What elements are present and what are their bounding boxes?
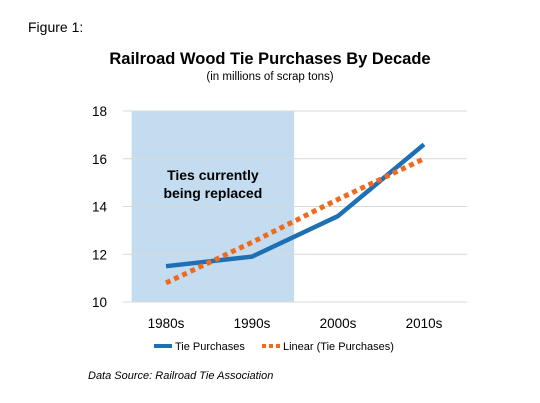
legend-label: Tie Purchases (175, 341, 245, 353)
series-line-linear-trend (164, 156, 426, 286)
x-tick-label: 1990s (234, 316, 271, 331)
chart-title: Railroad Wood Tie Purchases By Decade (109, 50, 431, 68)
legend-label: Linear (Tie Purchases) (283, 341, 394, 353)
x-tick-label: 1980s (148, 316, 185, 331)
highlight-annotation: being replaced (163, 185, 262, 201)
highlight-annotation: Ties currently (167, 167, 259, 183)
y-tick-label: 14 (92, 200, 108, 215)
y-tick-label: 18 (92, 104, 107, 119)
x-tick-label: 2010s (406, 316, 443, 331)
chart-subtitle: (in millions of scrap tons) (206, 71, 334, 83)
figure-label: Figure 1: (28, 19, 84, 35)
x-tick-label: 2000s (320, 316, 357, 331)
y-tick-label: 10 (92, 295, 107, 310)
source-note: Data Source: Railroad Tie Association (88, 370, 274, 382)
y-tick-label: 16 (92, 152, 107, 167)
y-tick-label: 12 (92, 247, 107, 262)
